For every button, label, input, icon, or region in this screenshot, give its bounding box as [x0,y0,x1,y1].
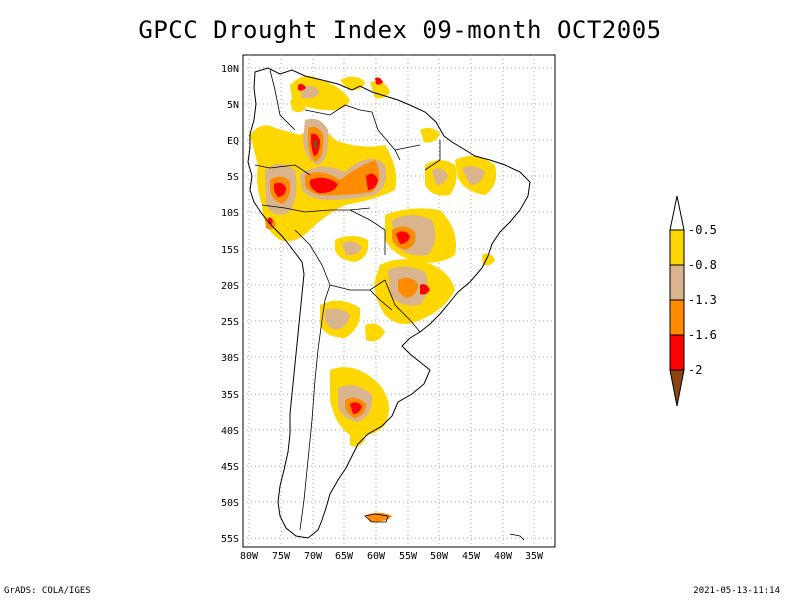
lon-label: 70W [304,551,323,562]
footer-credit: GrADS: COLA/IGES [4,586,91,596]
country-borders [254,69,441,531]
lon-label: 40W [494,551,513,562]
lat-label: 20S [221,281,239,292]
lat-label: 30S [221,353,239,364]
lat-label: 15S [221,245,239,256]
colorbar-label: -0.5 [688,223,717,237]
colorbar-swatch-orange [669,299,685,336]
colorbar-top-arrow [669,195,685,231]
coastline [247,67,531,539]
colorbar-label: -1.3 [688,293,717,307]
lat-label: 50S [221,498,239,509]
lat-label: 45S [221,462,239,473]
latitude-labels: 10N 5N EQ 5S 10S 15S 20S 25S 30S 35S 40S… [221,64,239,545]
lat-label: 55S [221,534,239,545]
south-georgia [509,533,525,541]
lat-label: 5N [227,100,239,111]
lat-label: EQ [227,136,239,147]
falkland-islands [364,513,389,523]
colorbar-bottom-arrow [669,369,685,407]
lon-label: 75W [272,551,291,562]
lat-label: 10N [221,64,239,75]
colorbar-swatch-yellow [669,229,685,266]
map-frame [242,54,556,548]
colorbar: -0.5 -0.8 -1.3 -1.6 -2 [669,195,717,407]
colorbar-swatch-red [669,334,685,371]
lat-label: 35S [221,390,239,401]
lon-label: 65W [335,551,354,562]
lon-label: 35W [525,551,544,562]
drought-shading [250,76,497,522]
lon-label: 60W [367,551,386,562]
colorbar-label: -0.8 [688,258,717,272]
lon-label: 80W [240,551,259,562]
colorbar-swatch-tan [669,264,685,301]
lon-label: 50W [430,551,449,562]
lat-label: 5S [227,172,239,183]
lon-label: 45W [462,551,481,562]
longitude-labels: 80W 75W 70W 65W 60W 55W 50W 45W 40W 35W [240,551,544,562]
lat-label: 25S [221,317,239,328]
colorbar-label: -1.6 [688,328,717,342]
lat-label: 40S [221,426,239,437]
footer-timestamp: 2021-05-13-11:14 [693,586,780,596]
graticule [243,55,555,547]
lon-label: 55W [399,551,418,562]
colorbar-label: -2 [688,363,702,377]
lat-label: 10S [221,208,239,219]
map-title: GPCC Drought Index 09-month OCT2005 [138,16,662,44]
